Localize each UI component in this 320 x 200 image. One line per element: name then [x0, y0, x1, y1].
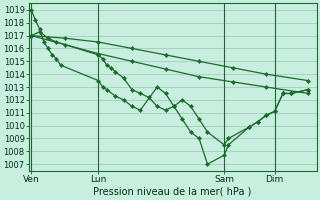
X-axis label: Pression niveau de la mer( hPa ): Pression niveau de la mer( hPa ): [93, 187, 252, 197]
